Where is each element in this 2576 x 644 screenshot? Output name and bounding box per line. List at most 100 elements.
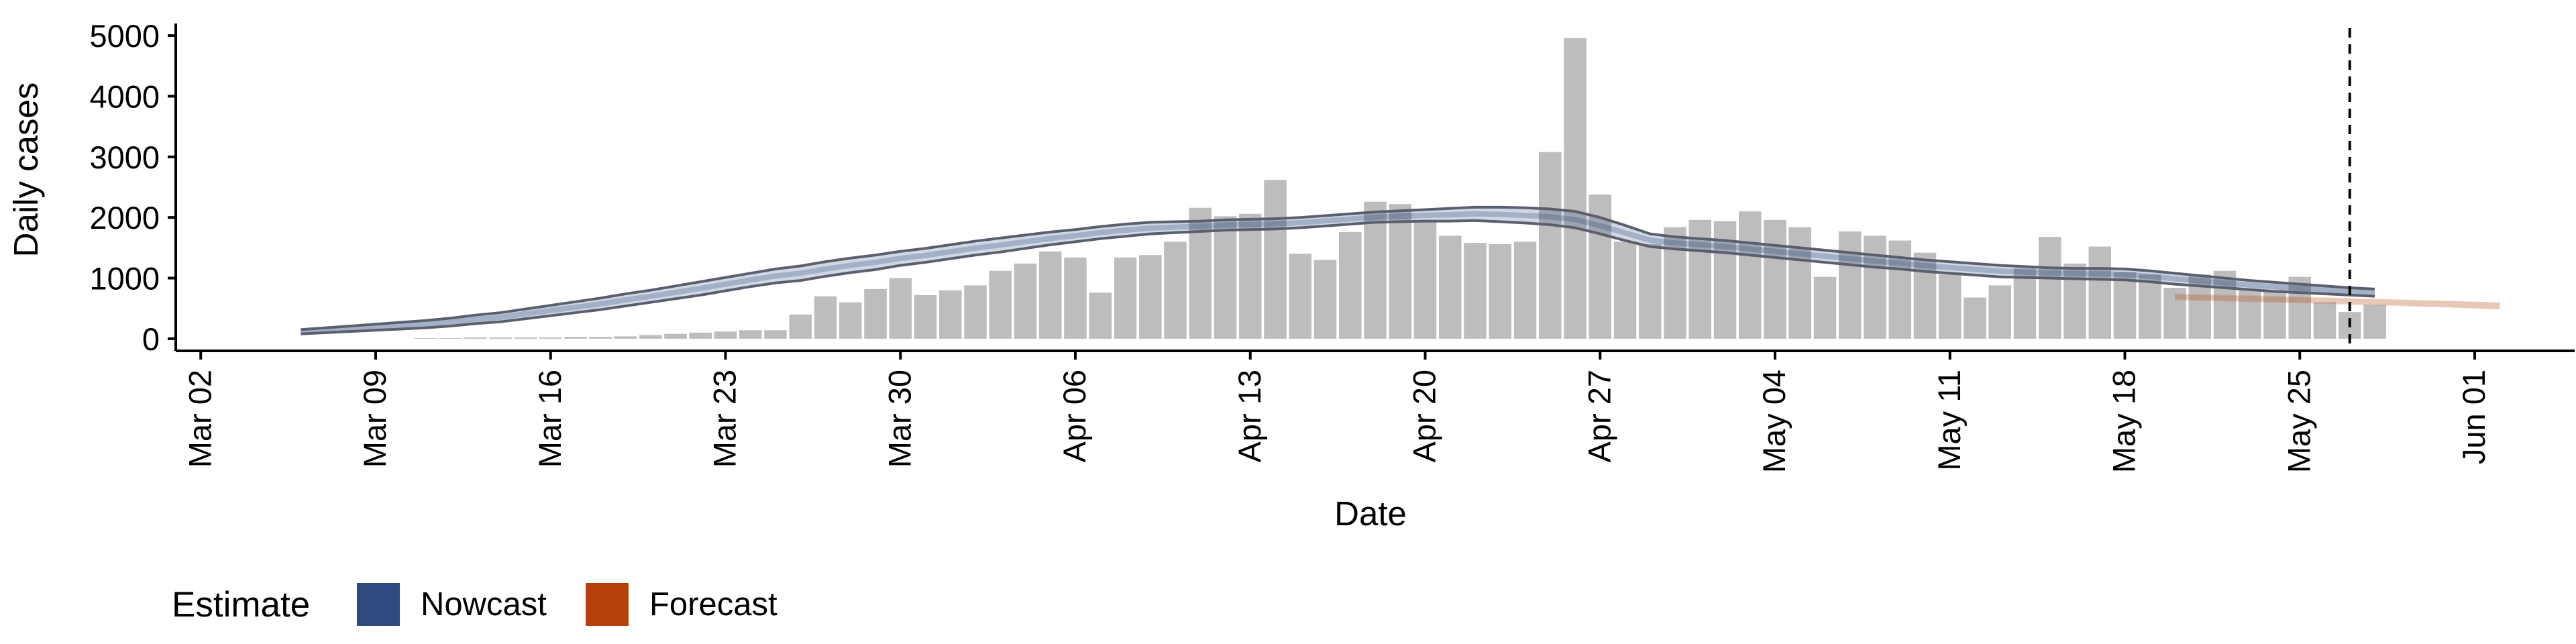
bar-2020-03-17: [564, 337, 587, 339]
forecast-median: [2174, 293, 2500, 310]
bar-2020-03-31: [914, 294, 937, 339]
bar-2020-04-15: [1289, 254, 1312, 339]
bar-2020-05-07: [1838, 231, 1862, 339]
legend: Estimate Nowcast Forecast: [172, 583, 777, 626]
bars-layer: [414, 38, 2386, 339]
bar-2020-03-18: [589, 337, 612, 339]
bar-2020-04-29: [1638, 244, 1662, 339]
y-tick-label-4000: 4000: [89, 78, 160, 114]
y-tick-label-1000: 1000: [89, 261, 160, 297]
x-tick-label-2020-05-18: May 18: [2106, 370, 2142, 473]
x-axis-title: Date: [1334, 494, 1407, 533]
forecast-band: [2175, 294, 2500, 310]
bar-2020-05-15: [2038, 237, 2061, 339]
bar-2020-05-11: [1938, 274, 1962, 339]
bar-2020-04-24: [1513, 241, 1537, 339]
bar-2020-03-29: [864, 288, 887, 339]
x-tick-label-2020-03-16: Mar 16: [532, 370, 568, 468]
bar-2020-04-11: [1189, 207, 1212, 339]
x-tick-label-2020-03-30: Mar 30: [881, 370, 917, 468]
bar-2020-04-08: [1114, 257, 1137, 339]
x-tick-label-2020-05-11: May 11: [1931, 370, 1967, 471]
axes-layer: 0 1000 2000 3000 4000 5000 Mar 02 Mar 09 Mar 16 M…: [89, 18, 2575, 473]
bar-2020-04-05: [1038, 251, 1062, 339]
nowcast-median: [301, 211, 2375, 335]
bar-2020-04-30: [1664, 227, 1686, 339]
bar-2020-03-16: [539, 337, 562, 339]
bar-2020-04-16: [1313, 260, 1337, 339]
bar-2020-05-13: [1988, 285, 2012, 339]
bar-2020-03-22: [689, 332, 712, 339]
legend-title: Estimate: [172, 585, 310, 625]
bar-2020-03-24: [739, 330, 762, 339]
bar-2020-04-21: [1438, 235, 1462, 339]
x-tick-label-2020-06-01: Jun 01: [2456, 370, 2491, 464]
bar-2020-03-15: [514, 337, 537, 339]
bar-2020-04-02: [964, 285, 987, 339]
bar-2020-04-13: [1238, 213, 1262, 339]
bar-2020-05-19: [2138, 274, 2161, 339]
y-tick-label-3000: 3000: [89, 140, 160, 175]
x-tick-label-2020-03-23: Mar 23: [707, 370, 743, 468]
bar-2020-05-10: [1913, 252, 1937, 339]
bar-2020-05-23: [2238, 288, 2261, 339]
x-tick-label-2020-03-02: Mar 02: [182, 370, 217, 468]
bar-2020-04-12: [1214, 216, 1237, 339]
bar-2020-03-11: [414, 338, 437, 339]
legend-label-forecast: Forecast: [649, 586, 777, 623]
bar-2020-03-12: [439, 338, 462, 339]
bar-2020-03-27: [814, 296, 837, 339]
bar-2020-04-10: [1164, 241, 1187, 339]
bar-2020-05-09: [1888, 240, 1912, 339]
bar-2020-03-28: [839, 302, 862, 339]
bar-2020-05-05: [1788, 227, 1812, 339]
bar-2020-05-28: [2363, 305, 2386, 339]
nowcast-upper-line: [301, 205, 2375, 331]
x-tick-label-2020-04-06: Apr 06: [1057, 370, 1092, 462]
x-tick-label-2020-05-04: May 04: [1756, 370, 1792, 473]
bar-2020-05-18: [2113, 272, 2137, 339]
bar-2020-04-23: [1489, 244, 1512, 339]
y-tick-label-2000: 2000: [89, 200, 160, 235]
y-axis-title: Daily cases: [7, 83, 45, 258]
bar-2020-05-25: [2288, 276, 2312, 339]
legend-label-nowcast: Nowcast: [421, 586, 547, 623]
bar-2020-04-09: [1138, 255, 1162, 339]
bar-2020-04-07: [1089, 292, 1112, 339]
bar-2020-05-16: [2063, 263, 2086, 339]
bar-2020-05-20: [2163, 288, 2186, 339]
x-tick-label-2020-03-09: Mar 09: [357, 370, 392, 468]
x-tick-label-2020-04-13: Apr 13: [1232, 370, 1267, 462]
bar-2020-03-20: [639, 335, 662, 339]
bar-2020-05-04: [1764, 219, 1786, 339]
bar-2020-03-21: [664, 333, 687, 339]
bar-2020-05-06: [1813, 276, 1837, 339]
bar-2020-04-19: [1389, 204, 1412, 339]
bar-2020-04-25: [1538, 152, 1562, 339]
bar-2020-03-14: [489, 337, 513, 339]
bar-2020-03-13: [464, 337, 487, 339]
bar-2020-05-08: [1864, 235, 1886, 339]
legend-key-nowcast: [357, 583, 400, 626]
bar-2020-05-12: [1964, 297, 1986, 339]
nowcast-lower-line: [301, 219, 2375, 335]
bar-2020-04-20: [1413, 219, 1437, 339]
bands-layer: [301, 205, 2500, 335]
bar-2020-04-17: [1338, 231, 1362, 339]
bar-2020-03-26: [789, 314, 812, 339]
bar-2020-04-01: [938, 290, 962, 339]
bar-2020-05-26: [2313, 302, 2337, 339]
bar-2020-05-14: [2013, 268, 2037, 339]
bar-2020-04-22: [1464, 243, 1487, 339]
bar-2020-04-04: [1014, 263, 1037, 339]
bar-2020-05-24: [2263, 290, 2286, 339]
bar-2020-04-03: [989, 270, 1012, 339]
bar-2020-04-14: [1264, 180, 1287, 339]
y-tick-label-5000: 5000: [89, 18, 160, 54]
bar-2020-03-30: [889, 278, 912, 339]
bar-2020-05-22: [2213, 270, 2237, 339]
x-tick-label-2020-04-20: Apr 20: [1407, 370, 1442, 462]
x-tick-label-2020-05-25: May 25: [2281, 370, 2316, 473]
bar-2020-03-19: [614, 336, 637, 339]
